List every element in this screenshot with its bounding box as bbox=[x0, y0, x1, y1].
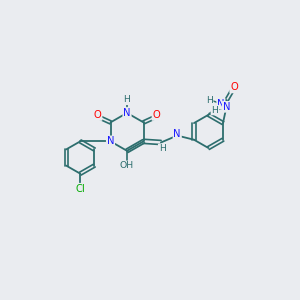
Text: N: N bbox=[217, 99, 225, 109]
Text: O: O bbox=[94, 110, 102, 120]
Text: O: O bbox=[230, 82, 238, 92]
Text: O: O bbox=[152, 110, 160, 120]
Text: N: N bbox=[107, 136, 114, 146]
Text: N: N bbox=[223, 102, 230, 112]
Text: N: N bbox=[123, 108, 131, 118]
Text: H: H bbox=[159, 145, 166, 154]
Text: OH: OH bbox=[120, 161, 134, 170]
Text: H: H bbox=[206, 96, 213, 105]
Text: Cl: Cl bbox=[75, 184, 85, 194]
Text: H: H bbox=[212, 106, 218, 115]
Text: H: H bbox=[124, 95, 130, 104]
Text: N: N bbox=[173, 129, 181, 140]
